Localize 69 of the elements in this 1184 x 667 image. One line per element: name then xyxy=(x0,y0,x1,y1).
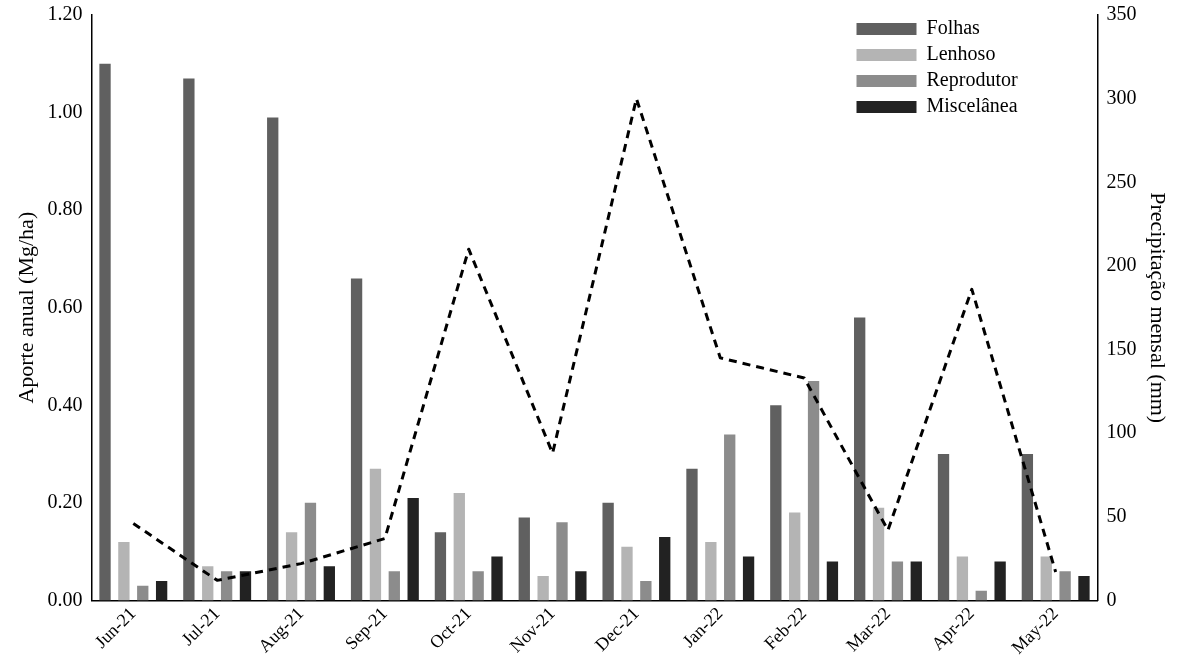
y2-tick-label: 300 xyxy=(1106,85,1137,108)
bar xyxy=(491,556,503,601)
y2-axis-title: Precipitação mensal (mm) xyxy=(1146,192,1172,424)
bar xyxy=(807,380,820,601)
y2-tick-label: 350 xyxy=(1106,2,1137,25)
bar xyxy=(854,317,866,601)
bar xyxy=(407,497,419,601)
bar xyxy=(453,493,465,601)
bar xyxy=(137,585,149,601)
y2-tick-label: 150 xyxy=(1106,336,1137,359)
bar xyxy=(621,546,633,601)
bar xyxy=(118,541,130,601)
bar xyxy=(202,566,214,601)
bar xyxy=(183,78,195,601)
y-tick-label: 0.60 xyxy=(47,294,83,317)
bar xyxy=(1040,556,1052,601)
bar xyxy=(518,517,530,601)
legend-label: Lenhoso xyxy=(926,42,996,65)
bar xyxy=(910,561,922,601)
y2-tick-label: 200 xyxy=(1106,253,1137,276)
bar xyxy=(640,580,652,601)
bar xyxy=(155,580,168,601)
bar xyxy=(369,468,382,601)
bar xyxy=(434,532,447,601)
bar xyxy=(388,571,400,601)
bar xyxy=(350,278,363,601)
bar xyxy=(770,405,782,601)
bar xyxy=(304,502,317,601)
y-tick-label: 0.40 xyxy=(47,392,83,415)
bar xyxy=(323,566,335,601)
bar xyxy=(975,590,987,601)
y-tick-label: 1.20 xyxy=(47,2,83,25)
bar xyxy=(267,117,279,601)
bar xyxy=(705,541,717,601)
legend-label: Folhas xyxy=(926,16,981,39)
y-axis-title: Aporte anual (Mg/ha) xyxy=(12,211,38,404)
bar xyxy=(872,507,885,601)
y-tick-label: 0.80 xyxy=(47,197,83,220)
legend-label: Miscelânea xyxy=(926,94,1018,117)
y-tick-label: 0.20 xyxy=(47,490,83,513)
bar xyxy=(724,434,736,601)
bar xyxy=(994,561,1006,601)
bar xyxy=(1059,571,1071,601)
y2-tick-label: 100 xyxy=(1106,420,1137,443)
y-tick-label: 0.00 xyxy=(47,587,83,610)
bar xyxy=(472,571,484,601)
line-series xyxy=(131,97,1058,582)
y2-tick-label: 50 xyxy=(1106,504,1127,527)
bar xyxy=(556,522,568,601)
y2-tick-label: 0 xyxy=(1106,587,1117,610)
bar xyxy=(537,576,549,601)
bar xyxy=(826,561,839,601)
bar xyxy=(220,571,233,601)
y2-tick-label: 250 xyxy=(1106,169,1137,192)
bar xyxy=(789,512,801,601)
bar xyxy=(575,571,587,601)
bar xyxy=(602,502,614,601)
bar xyxy=(659,537,671,601)
legend-label: Reprodutor xyxy=(926,68,1018,92)
bar xyxy=(1021,454,1034,601)
bar xyxy=(742,556,755,601)
y-tick-label: 1.00 xyxy=(47,99,83,122)
bar xyxy=(891,561,904,601)
bar xyxy=(1078,576,1090,601)
bar xyxy=(956,556,969,601)
bar xyxy=(686,468,698,601)
bar xyxy=(99,63,111,601)
bar xyxy=(285,532,298,601)
bar xyxy=(937,454,950,601)
